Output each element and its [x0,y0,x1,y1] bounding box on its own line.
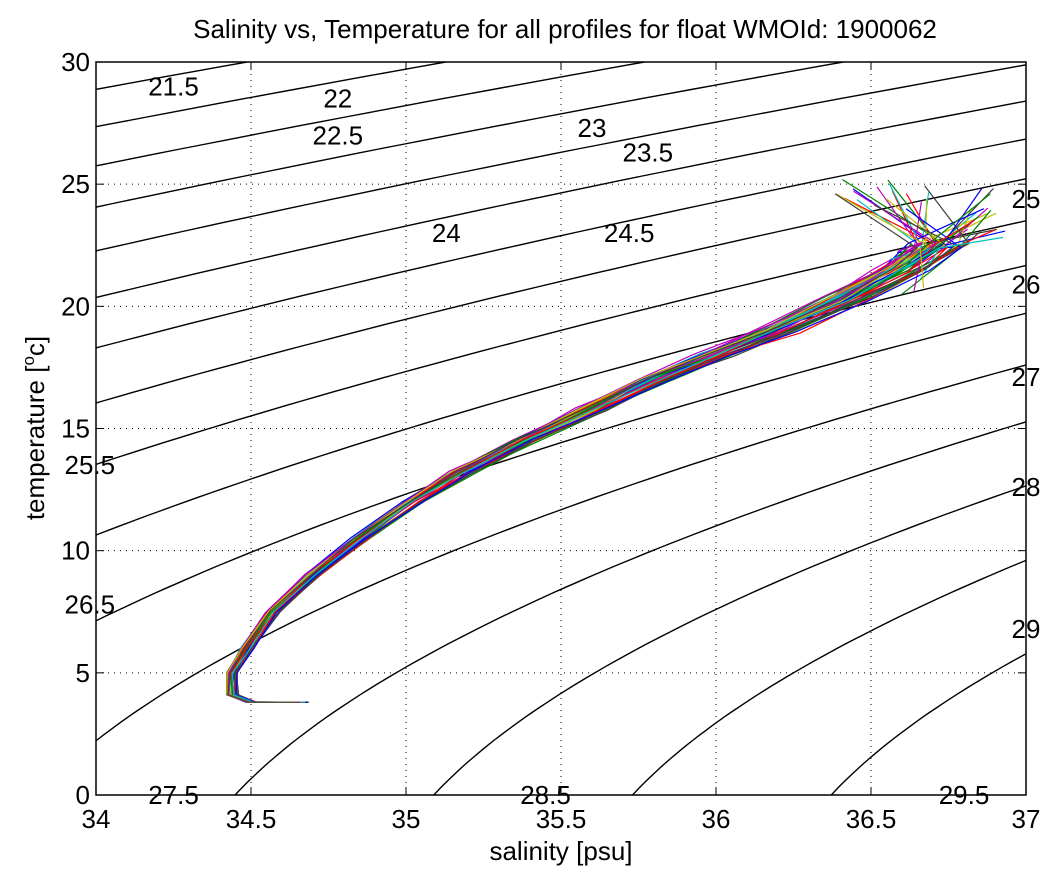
contour-label: 23.5 [622,137,673,167]
profile-line [232,213,996,702]
y-tick-label: 25 [61,169,90,199]
y-tick-label: 0 [76,780,90,810]
profile-line [231,198,932,702]
y-axis-label: temperature [oc] [19,336,50,520]
profile-line [231,194,935,703]
profile-line [227,190,918,702]
density-contour-line [633,62,1050,795]
profile-line [234,180,946,703]
density-contour-line [0,62,1050,795]
profile-line [228,194,917,702]
profile-line [230,194,929,702]
x-tick-label: 34.5 [226,804,277,834]
contour-label: 24.5 [604,218,655,248]
y-tick-label: 5 [76,658,90,688]
density-contour-line [0,62,1050,795]
density-contour-line [1030,62,1050,795]
profile-line [228,192,929,702]
chart-title: Salinity vs, Temperature for all profile… [193,14,937,44]
profile-line [231,180,939,702]
y-tick-label: 10 [61,536,90,566]
x-tick-label: 37 [1012,804,1041,834]
x-tick-label: 36.5 [846,804,897,834]
contour-label: 26.5 [64,589,115,619]
profile-line [230,184,922,702]
contour-label: 23 [578,113,607,143]
profile-line [235,247,953,702]
profile-line [236,186,968,702]
profile-line [232,189,934,702]
contour-label: 25.5 [64,450,115,480]
density-contours [0,62,1050,795]
profile-line [237,247,948,702]
y-axis-label-superscript: o [19,356,38,365]
profile-line [229,199,927,702]
profile-line [227,187,918,703]
profile-line [236,230,996,702]
y-tick-label: 20 [61,291,90,321]
profile-line [233,189,982,703]
density-contour-line [0,62,1050,795]
y-axis-label-main: temperature [ [20,365,50,520]
profile-line [237,205,955,702]
profile-line [236,244,966,703]
contour-label: 24 [432,218,461,248]
y-axis-label-tail: c] [20,336,50,356]
x-axis-label: salinity [psu] [489,836,632,866]
contour-label: 22 [323,84,352,114]
density-contour-line [0,62,1050,795]
x-tick-label: 35.5 [536,804,587,834]
x-tick-label: 36 [702,804,731,834]
contour-label: 21.5 [148,71,199,101]
x-tick-label: 35 [392,804,421,834]
y-tick-label: 15 [61,414,90,444]
profile-line [230,200,923,703]
contour-label: 22.5 [312,120,363,150]
density-contour-line [0,62,1050,795]
profile-line [230,231,1005,702]
density-contour-line [434,62,1050,795]
profiles [227,180,1006,703]
density-contour-line [0,62,1050,795]
y-tick-label: 30 [61,47,90,77]
profile-line [232,237,1003,702]
profile-line [230,191,936,702]
